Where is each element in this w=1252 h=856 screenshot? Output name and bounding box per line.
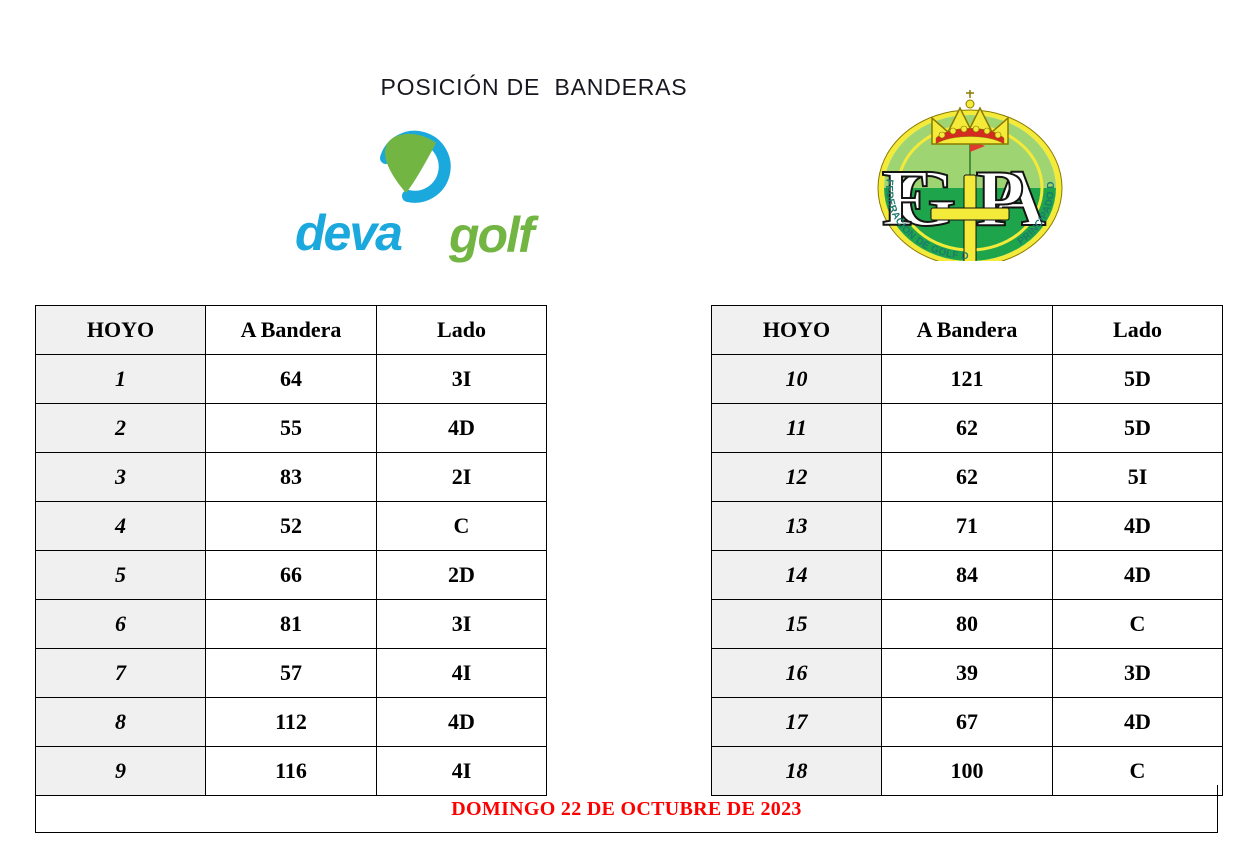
svg-text:deva: deva (295, 205, 402, 261)
svg-text:golf: golf (448, 207, 539, 263)
svg-text:P: P (976, 155, 1025, 243)
